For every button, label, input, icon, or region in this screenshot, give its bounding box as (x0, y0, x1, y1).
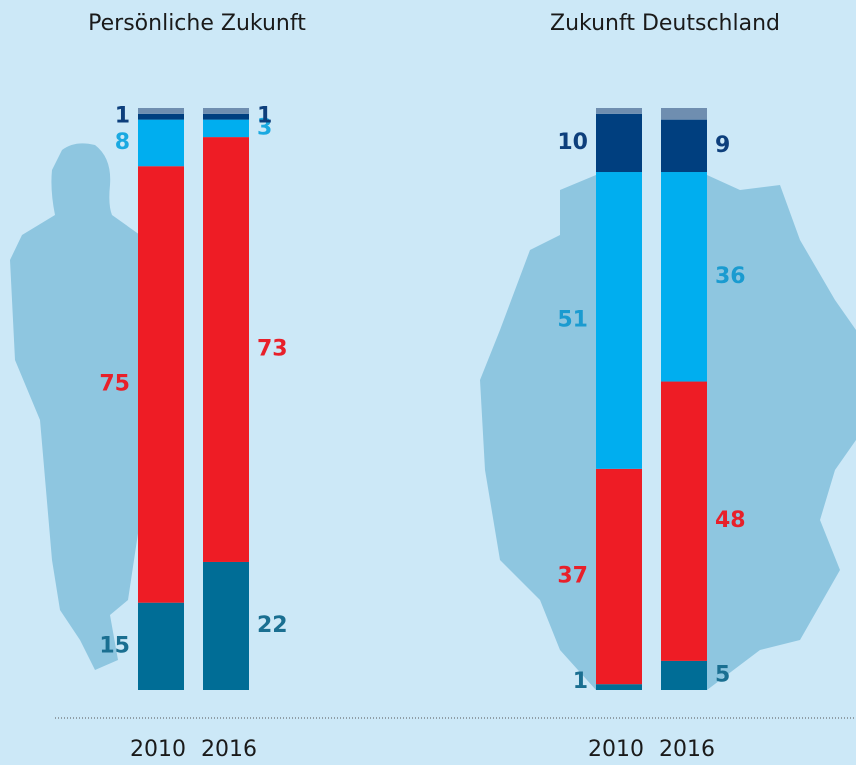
bar-segment (203, 561, 249, 690)
value-label: 3 (257, 115, 272, 140)
value-label: 48 (715, 508, 746, 533)
bar-segment (138, 113, 184, 120)
value-label: 1 (115, 104, 130, 129)
x-tick-label: 2016 (659, 737, 715, 762)
value-label: 22 (257, 613, 288, 638)
bar-segment (138, 108, 184, 114)
x-tick-label: 2010 (588, 737, 644, 762)
bar-segment (203, 137, 249, 562)
bar-segment (203, 108, 249, 114)
bar-segment (596, 108, 642, 114)
value-label: 9 (715, 133, 730, 158)
bar-segment (138, 119, 184, 167)
value-label: 5 (715, 662, 730, 687)
germany-map (480, 175, 856, 690)
value-label: 75 (99, 371, 130, 396)
bar-segment (661, 119, 707, 173)
chart-title: Persönliche Zukunft (88, 11, 306, 36)
value-label: 37 (557, 564, 588, 589)
bar-segment (138, 602, 184, 690)
bar-segment (596, 468, 642, 685)
value-label: 1 (257, 104, 272, 129)
bar-segment (596, 684, 642, 690)
value-label: 15 (99, 633, 130, 658)
value-label: 73 (257, 337, 288, 362)
bar-segment (661, 108, 707, 120)
bar-segment (203, 119, 249, 138)
bar-segment (661, 660, 707, 690)
bar-segment (661, 381, 707, 661)
value-label: 10 (557, 130, 588, 155)
value-label: 51 (557, 307, 588, 332)
bar-segment (138, 166, 184, 603)
chart-title: Zukunft Deutschland (550, 11, 780, 36)
bar-segment (661, 172, 707, 382)
bar-segment (203, 113, 249, 120)
x-tick-label: 2010 (130, 737, 186, 762)
x-tick-label: 2016 (201, 737, 257, 762)
bar-segment (596, 113, 642, 173)
bar-segment (596, 172, 642, 469)
value-label: 1 (573, 669, 588, 694)
value-label: 36 (715, 264, 746, 289)
value-label: 8 (115, 130, 130, 155)
person-silhouette (10, 143, 140, 671)
